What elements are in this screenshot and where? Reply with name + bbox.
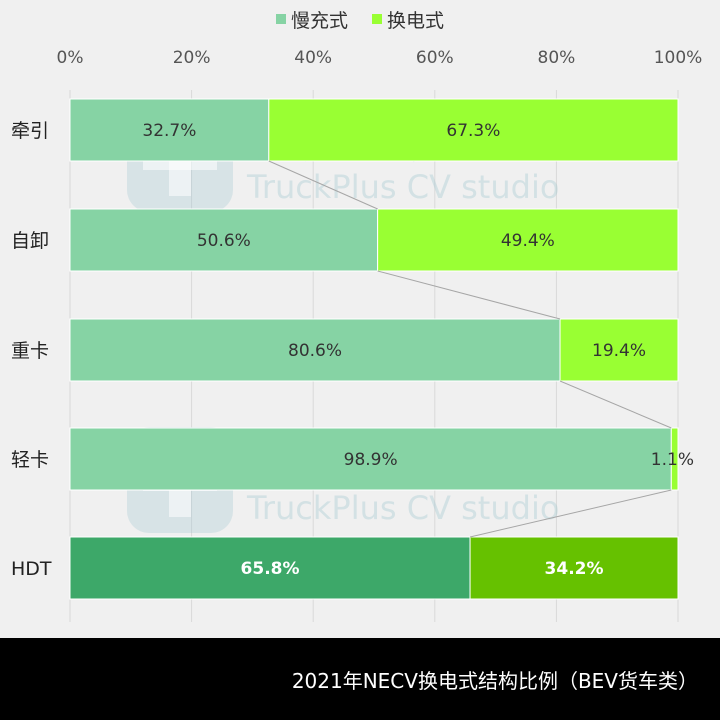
category-label: 牵引 [11,120,49,142]
data-label-swap: 1.1% [651,450,694,470]
category-label: 重卡 [11,340,49,362]
legend-label: 慢充式 [291,10,348,32]
legend-swatch [276,14,286,24]
series-line [268,160,378,210]
watermark-en: TruckPlus CV studio [246,168,559,206]
bar-slow-charge [69,208,379,272]
x-tick-label: 100% [654,48,703,68]
x-tick-label: 80% [538,48,576,68]
bar-slow-charge [69,536,471,600]
data-label-slow-charge: 98.9% [344,450,398,470]
data-label-slow-charge: 50.6% [197,231,251,251]
category-label: HDT [11,558,52,580]
chart-title: 2021年NECV换电式结构比例（BEV货车类） [291,669,698,693]
bar-slow-charge [69,318,561,382]
x-tick-label: 60% [416,48,454,68]
series-line [469,489,672,538]
category-label: 轻卡 [11,449,49,471]
bar-swap [268,98,679,162]
footer-bar: 2021年NECV换电式结构比例（BEV货车类） [0,638,720,720]
bar-swap [377,208,679,272]
watermark-en: TruckPlus CV studio [246,489,559,527]
data-label-slow-charge: 32.7% [142,121,196,141]
data-label-swap: 49.4% [501,231,555,251]
x-tick-label: 40% [294,48,332,68]
x-tick-label: 20% [173,48,211,68]
legend-label: 换电式 [387,10,444,32]
data-label-swap: 67.3% [446,121,500,141]
x-tick-label: 0% [57,48,84,68]
bar-slow-charge [69,427,672,491]
stacked-bar-chart: 提加商用车TruckPlus CV studio提加商用车TruckPlus C… [11,10,703,622]
bar-swap [670,427,679,491]
data-label-swap: 34.2% [545,559,604,579]
bar-slow-charge [69,98,270,162]
series-line [377,270,561,320]
data-label-slow-charge: 80.6% [288,341,342,361]
bar-swap [559,318,679,382]
data-label-swap: 19.4% [592,341,646,361]
bar-swap [469,536,679,600]
series-line [559,380,672,429]
data-label-slow-charge: 65.8% [241,559,300,579]
legend-swatch [372,14,382,24]
category-label: 自卸 [11,230,49,252]
